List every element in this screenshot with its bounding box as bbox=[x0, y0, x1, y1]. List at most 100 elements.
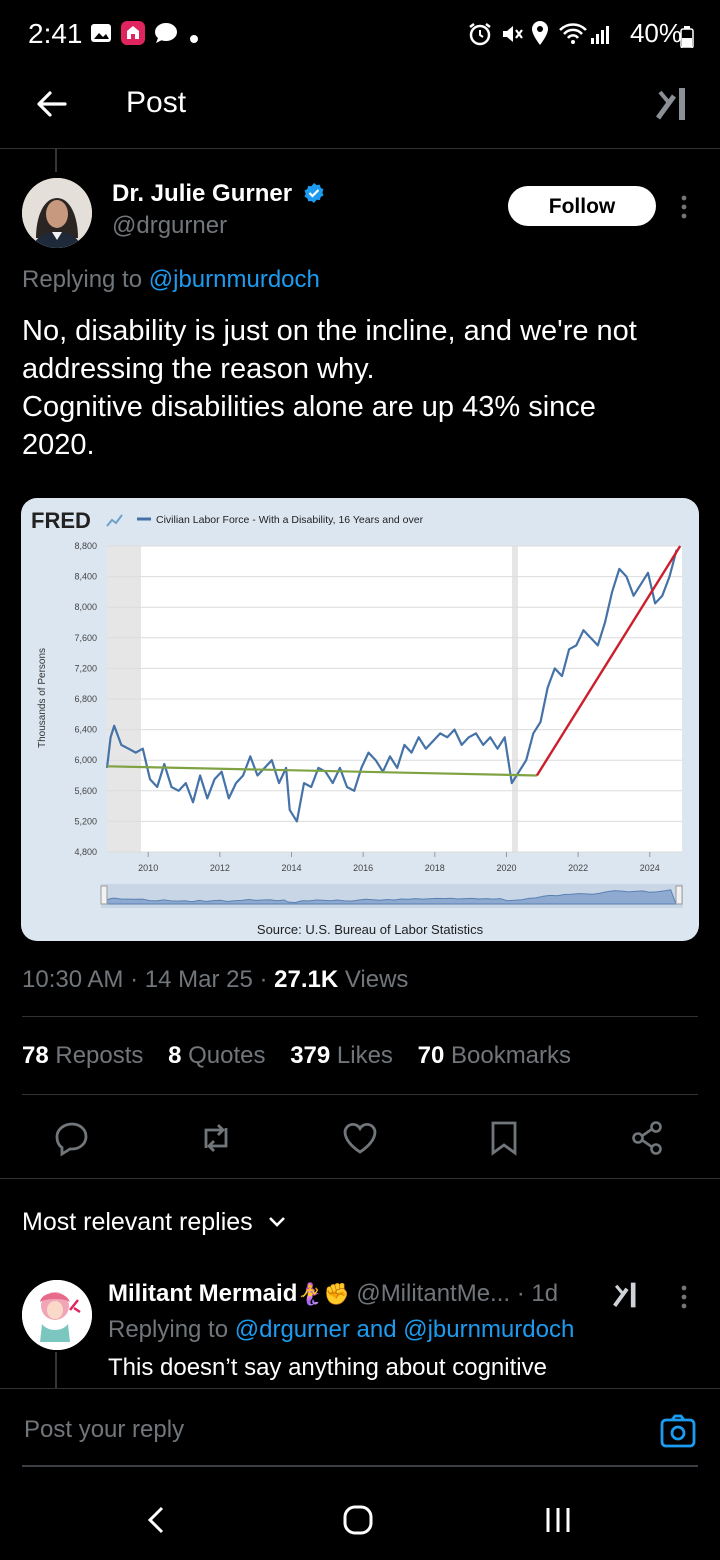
reply-replying-to-link[interactable]: @drgurner and @jburnmurdoch bbox=[234, 1316, 575, 1343]
reply-input[interactable] bbox=[22, 1407, 626, 1453]
post-text-line: addressing the reason why. bbox=[22, 353, 375, 385]
thread-connector bbox=[55, 148, 57, 172]
y-tick-label: 5,200 bbox=[74, 816, 97, 826]
bookmark-icon[interactable] bbox=[484, 1118, 524, 1158]
composer-underline bbox=[22, 1465, 698, 1467]
navigator-series bbox=[106, 889, 677, 905]
y-tick-label: 6,000 bbox=[74, 755, 97, 765]
post-time: 10:30 AM bbox=[22, 966, 124, 993]
post-text-line: No, disability is just on the incline, a… bbox=[22, 315, 637, 347]
gallery-icon bbox=[90, 22, 112, 49]
post-text-line: Cognitive disabilities alone are up 43% … bbox=[22, 391, 596, 423]
y-tick-label: 4,800 bbox=[74, 847, 97, 857]
trend-line-before bbox=[106, 765, 537, 777]
navigator-handle-left[interactable] bbox=[100, 885, 108, 905]
trend-line-after bbox=[535, 545, 682, 777]
author-handle[interactable]: @drgurner bbox=[112, 212, 228, 239]
replying-to: Replying to @jburnmurdoch bbox=[22, 266, 320, 293]
x-tick-label: 2022 bbox=[568, 863, 588, 873]
chart-source: Source: U.S. Bureau of Labor Statistics bbox=[257, 922, 484, 937]
nav-home-icon[interactable] bbox=[338, 1500, 378, 1540]
location-icon bbox=[530, 20, 550, 51]
wifi-icon bbox=[558, 22, 588, 51]
status-time: 2:41 bbox=[28, 18, 83, 49]
replying-to-link[interactable]: @jburnmurdoch bbox=[148, 266, 320, 293]
x-tick-label: 2018 bbox=[425, 863, 445, 873]
y-tick-label: 6,400 bbox=[74, 725, 97, 735]
legend-label: Civilian Labor Force - With a Disability… bbox=[156, 514, 424, 526]
y-tick-label: 6,800 bbox=[74, 694, 97, 704]
battery-icon bbox=[680, 26, 694, 53]
reply-handle: @MilitantMe... bbox=[356, 1280, 511, 1307]
replies-sort-dropdown[interactable]: Most relevant replies bbox=[22, 1206, 286, 1237]
verified-badge-icon bbox=[303, 182, 325, 211]
back-arrow-icon[interactable] bbox=[32, 84, 72, 124]
follow-button[interactable]: Follow bbox=[508, 186, 656, 226]
top-header: Post bbox=[0, 70, 720, 149]
grok-logo-icon[interactable] bbox=[610, 1278, 644, 1312]
x-tick-label: 2024 bbox=[640, 863, 660, 873]
reply-age: · 1d bbox=[516, 1280, 559, 1307]
y-tick-label: 8,400 bbox=[74, 572, 97, 582]
reply-avatar[interactable] bbox=[22, 1280, 92, 1350]
fred-logo: FRED bbox=[31, 508, 91, 533]
repost-icon[interactable] bbox=[196, 1118, 236, 1158]
y-axis-label: Thousands of Persons bbox=[37, 648, 48, 748]
battery-percent: 40% bbox=[629, 18, 682, 48]
navigator-handle-right[interactable] bbox=[675, 885, 683, 905]
reply-composer bbox=[0, 1388, 720, 1469]
x-tick-label: 2020 bbox=[496, 863, 516, 873]
y-tick-label: 5,600 bbox=[74, 786, 97, 796]
fred-logo-icon bbox=[106, 514, 123, 527]
divider bbox=[22, 1016, 698, 1017]
y-tick-label: 7,200 bbox=[74, 663, 97, 673]
series-line bbox=[105, 549, 678, 823]
chevron-down-icon bbox=[268, 1206, 286, 1235]
post-text-line: 2020. bbox=[22, 429, 95, 461]
quotes-stat[interactable]: 8 Quotes bbox=[168, 1042, 266, 1069]
bookmarks-stat[interactable]: 70 Bookmarks bbox=[417, 1042, 572, 1069]
divider bbox=[0, 1178, 720, 1179]
reply-author-emojis: 🧜‍♀️✊ bbox=[297, 1283, 350, 1306]
more-options-icon[interactable] bbox=[672, 192, 696, 222]
reply-author[interactable]: Militant Mermaid🧜‍♀️✊ @MilitantMe... · 1… bbox=[108, 1280, 559, 1307]
like-icon[interactable] bbox=[340, 1118, 380, 1158]
reply-icon[interactable] bbox=[52, 1118, 92, 1158]
chart-image[interactable]: FRED Civilian Labor Force - With a Disab… bbox=[21, 498, 699, 941]
page-title: Post bbox=[126, 86, 187, 119]
share-icon[interactable] bbox=[628, 1118, 668, 1158]
camera-icon[interactable] bbox=[660, 1413, 696, 1449]
reply-more-options-icon[interactable] bbox=[672, 1282, 696, 1312]
views-label: Views bbox=[344, 966, 409, 993]
nav-recents-icon[interactable] bbox=[538, 1500, 578, 1540]
fred-chart: FRED Civilian Labor Force - With a Disab… bbox=[31, 508, 683, 937]
signal-icon bbox=[590, 22, 614, 49]
x-tick-label: 2012 bbox=[210, 863, 230, 873]
grok-logo-icon[interactable] bbox=[652, 82, 696, 126]
status-bar: 2:41 40% bbox=[0, 0, 720, 70]
reply-replying-to: Replying to @drgurner and @jburnmurdoch bbox=[108, 1316, 575, 1343]
views-count: 27.1K bbox=[274, 966, 339, 993]
y-tick-label: 8,000 bbox=[74, 602, 97, 612]
mute-icon bbox=[500, 22, 524, 51]
reply-text: This doesn’t say anything about cognitiv… bbox=[108, 1354, 547, 1381]
action-bar bbox=[0, 1118, 720, 1158]
author-name[interactable]: Dr. Julie Gurner bbox=[112, 180, 325, 211]
thread-connector bbox=[55, 1352, 57, 1388]
nav-back-icon[interactable] bbox=[138, 1500, 178, 1540]
x-tick-label: 2010 bbox=[138, 863, 158, 873]
x-tick-label: 2014 bbox=[281, 863, 301, 873]
divider bbox=[22, 1094, 698, 1095]
system-nav-bar bbox=[0, 1470, 720, 1560]
author-avatar[interactable] bbox=[22, 178, 92, 248]
y-tick-label: 8,800 bbox=[74, 541, 97, 551]
likes-stat[interactable]: 379 Likes bbox=[290, 1042, 393, 1069]
engagement-stats: 78 Reposts 8 Quotes 379 Likes 70 Bookmar… bbox=[22, 1042, 589, 1070]
alarm-icon bbox=[468, 22, 492, 51]
reposts-stat[interactable]: 78 Reposts bbox=[22, 1042, 144, 1069]
x-tick-label: 2016 bbox=[353, 863, 373, 873]
app-notification-icon bbox=[120, 20, 146, 51]
post-date: 14 Mar 25 bbox=[144, 966, 253, 993]
dot-icon bbox=[190, 30, 198, 48]
post-text: No, disability is just on the incline, a… bbox=[22, 312, 702, 464]
